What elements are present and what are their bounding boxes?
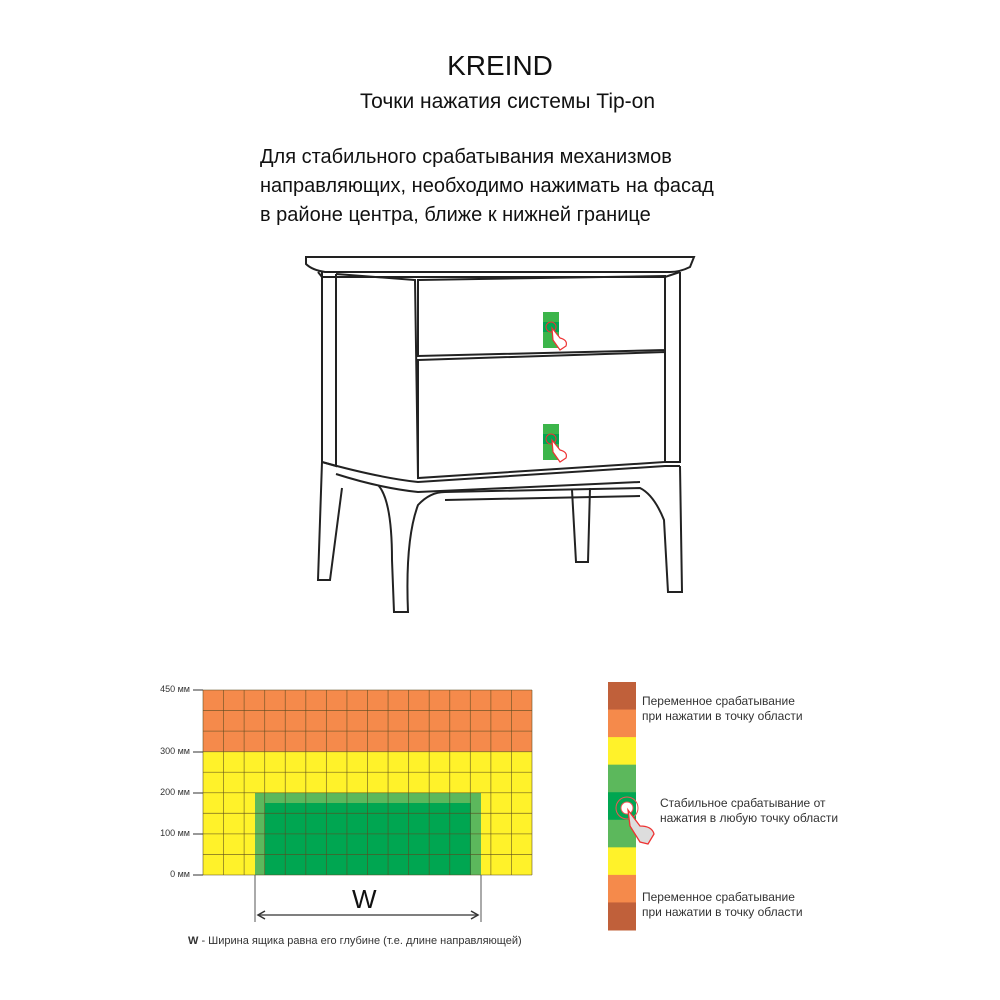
width-dimension-label: W: [352, 884, 377, 914]
press-ripple-icon: [615, 796, 639, 820]
legend-line: при нажатии в точку области: [642, 709, 803, 723]
press-marker-top: [543, 312, 567, 351]
stable-zone-inner: [265, 803, 471, 875]
legend-swatch: [608, 764, 636, 793]
press-marker-bottom: [543, 424, 567, 463]
legend-swatch: [608, 737, 636, 766]
hand-press-icon: [627, 807, 655, 845]
legend-line: Переменное срабатывание: [642, 694, 795, 708]
y-tick-label: 450 мм: [160, 684, 190, 694]
instruction-line: в районе центра, ближе к нижней границе: [260, 204, 651, 226]
instruction-line: Для стабильного срабатывания механизмов: [260, 146, 672, 168]
legend-variable-bottom: Переменное срабатывание при нажатии в то…: [642, 890, 803, 920]
brand-title: KREIND: [447, 50, 553, 81]
legend-stable: Стабильное срабатывание от нажатия в люб…: [660, 796, 838, 826]
legend-swatch: [608, 709, 636, 738]
legend-line: при нажатии в точку области: [642, 905, 803, 919]
legend-swatch: [608, 902, 636, 931]
instruction-text: Для стабильного срабатывания механизмов …: [260, 143, 714, 230]
hand-press-icon: [551, 438, 567, 463]
press-ripple-icon: [620, 801, 634, 815]
legend-line: Стабильное срабатывание от: [660, 796, 826, 810]
arrow-right-icon: [470, 910, 480, 920]
legend-line: Переменное срабатывание: [642, 890, 795, 904]
width-note-symbol: W: [188, 935, 199, 947]
legend-variable-top: Переменное срабатывание при нажатии в то…: [642, 694, 803, 724]
width-note: W - Ширина ящика равна его глубине (т.е.…: [188, 935, 522, 947]
legend-swatch: [608, 682, 636, 711]
legend-swatch: [608, 847, 636, 876]
page-subtitle: Точки нажатия системы Tip-on: [359, 90, 656, 113]
legend-line: нажатия в любую точку области: [660, 811, 839, 825]
y-tick-label: 0 мм: [170, 869, 190, 879]
width-note-text: - Ширина ящика равна его глубине (т.е. д…: [198, 935, 522, 947]
y-tick-label: 300 мм: [160, 746, 190, 756]
hand-press-icon: [551, 326, 567, 351]
legend-swatch: [608, 874, 636, 903]
arrow-left-icon: [256, 910, 266, 920]
y-tick-label: 200 мм: [160, 787, 190, 797]
y-tick-label: 100 мм: [160, 828, 190, 838]
instruction-line: направляющих, необходимо нажимать на фас…: [260, 175, 714, 197]
